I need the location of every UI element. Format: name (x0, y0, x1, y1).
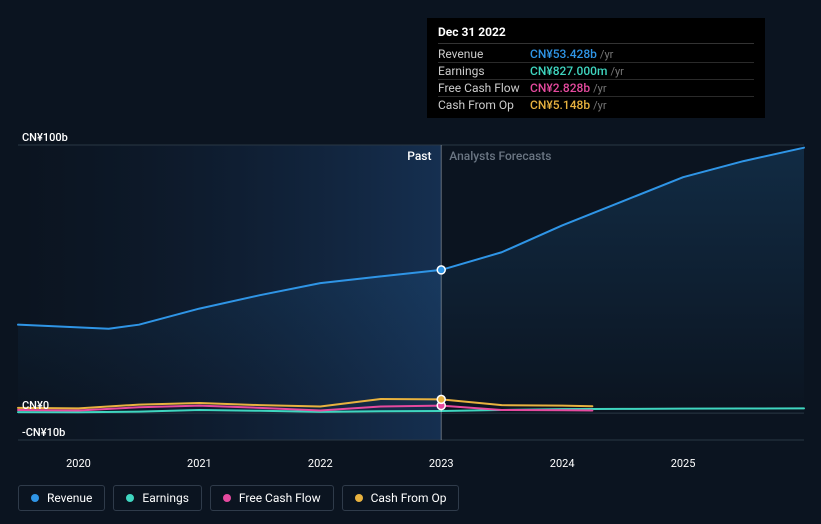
legend-item-earnings[interactable]: Earnings (113, 485, 202, 511)
forecast-label: Analysts Forecasts (449, 149, 551, 163)
tooltip-row-label: Free Cash Flow (438, 81, 530, 95)
y-axis-label: CN¥0 (22, 399, 49, 412)
tooltip-row: RevenueCN¥53.428b/yr (438, 46, 754, 63)
tooltip-row-unit: /yr (610, 65, 623, 78)
tooltip-row-unit: /yr (600, 48, 613, 61)
x-axis-label: 2021 (187, 457, 212, 470)
x-axis-label: 2023 (429, 457, 454, 470)
tooltip-row-unit: /yr (593, 82, 606, 95)
x-axis-label: 2022 (308, 457, 333, 470)
tooltip-row: Free Cash FlowCN¥2.828b/yr (438, 80, 754, 97)
tooltip-row-value: CN¥827.000m (530, 64, 607, 78)
tooltip-row: Cash From OpCN¥5.148b/yr (438, 97, 754, 113)
tooltip: Dec 31 2022RevenueCN¥53.428b/yrEarningsC… (427, 18, 765, 118)
y-axis-label: -CN¥10b (22, 426, 65, 439)
legend-swatch (355, 494, 363, 502)
tooltip-row: EarningsCN¥827.000m/yr (438, 63, 754, 80)
revenue-hover-marker (437, 266, 445, 274)
tooltip-row-label: Revenue (438, 47, 530, 61)
tooltip-row-label: Earnings (438, 64, 530, 78)
legend-swatch (223, 494, 231, 502)
tooltip-row-label: Cash From Op (438, 98, 530, 112)
legend-swatch (31, 494, 39, 502)
legend-item-cash-from-op[interactable]: Cash From Op (342, 485, 460, 511)
legend-item-free-cash-flow[interactable]: Free Cash Flow (210, 485, 334, 511)
tooltip-row-value: CN¥53.428b (530, 47, 597, 61)
chart-root: CN¥100b CN¥0 -CN¥10b 2020 2021 2022 2023 2024 20… (0, 0, 821, 524)
y-axis-label: CN¥100b (22, 131, 68, 144)
legend-item-label: Earnings (142, 491, 189, 505)
tooltip-row-value: CN¥2.828b (530, 81, 590, 95)
legend-item-label: Revenue (47, 491, 92, 505)
legend-item-label: Cash From Op (371, 491, 447, 505)
tooltip-title: Dec 31 2022 (438, 25, 754, 44)
legend-item-label: Free Cash Flow (239, 491, 321, 505)
legend-swatch (126, 494, 134, 502)
x-axis-label: 2025 (671, 457, 696, 470)
tooltip-row-unit: /yr (593, 99, 606, 112)
cfo-hover-marker (437, 395, 445, 403)
past-label: Past (407, 149, 431, 163)
legend-item-revenue[interactable]: Revenue (18, 485, 105, 511)
x-axis-label: 2024 (550, 457, 575, 470)
tooltip-row-value: CN¥5.148b (530, 98, 590, 112)
x-axis-label: 2020 (66, 457, 91, 470)
legend: Revenue Earnings Free Cash Flow Cash From O… (18, 485, 459, 511)
